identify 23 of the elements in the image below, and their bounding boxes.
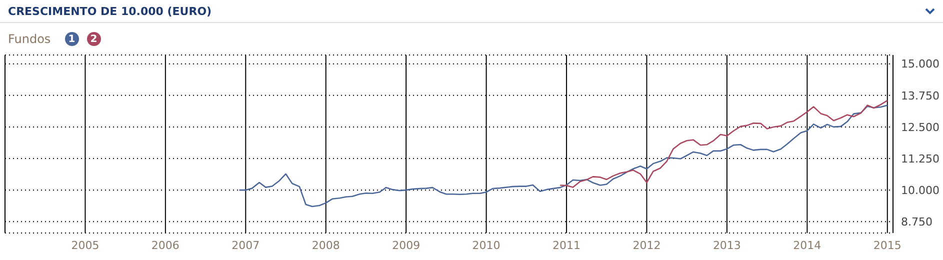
line-series: [559, 100, 888, 188]
x-tick-label: 2007: [232, 238, 260, 252]
y-tick-label: 15.000: [901, 58, 940, 71]
x-tick-label: 2008: [312, 238, 340, 252]
x-tick-label: 2010: [472, 238, 500, 252]
y-tick-label: 11.250: [901, 152, 940, 166]
chart-title: CRESCIMENTO DE 10.000 (EURO): [8, 4, 212, 18]
x-tick-label: 2014: [793, 238, 822, 252]
x-tick-label: 2005: [71, 238, 100, 252]
x-tick-label: 2015: [873, 238, 902, 252]
y-tick-label: 10.000: [901, 184, 940, 197]
legend-title: Fundos: [8, 32, 51, 46]
y-tick-label: 12.500: [901, 120, 940, 134]
text: 1: [64, 32, 79, 46]
x-tick-label: 2009: [392, 238, 420, 252]
text: 2: [86, 32, 101, 46]
x-tick-label: 2011: [552, 238, 581, 252]
line-series: [238, 104, 888, 208]
y-tick-label: 13.750: [901, 89, 940, 102]
x-tick-label: 2013: [712, 238, 741, 252]
x-tick-label: 2012: [632, 238, 661, 252]
x-tick-label: 2006: [151, 238, 180, 252]
y-tick-label: 8.750: [901, 216, 932, 229]
